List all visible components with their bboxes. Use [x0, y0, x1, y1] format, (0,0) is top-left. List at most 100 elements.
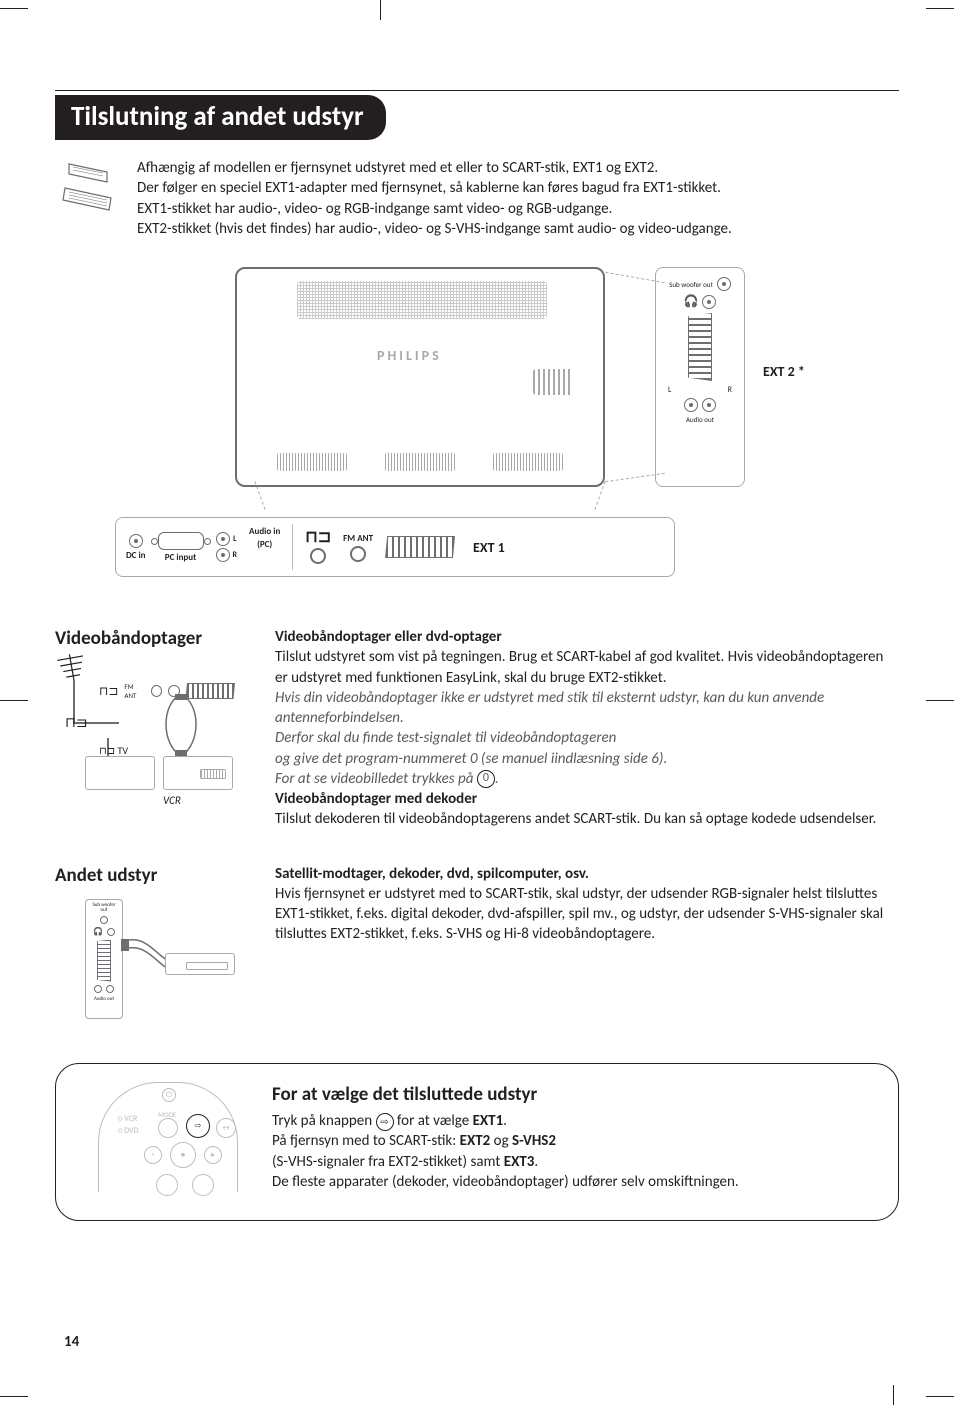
audio-out-label: Audio out	[662, 415, 738, 424]
jack-icon	[702, 398, 716, 412]
crop-mark	[0, 1396, 28, 1397]
callout-line: På fjernsyn med to SCART-stik: EXT2 og S…	[272, 1131, 876, 1151]
fm-antenna-port: FM ANT	[343, 533, 373, 562]
ext2-label: EXT 2 *	[763, 363, 805, 380]
tv-box-icon	[85, 756, 155, 790]
antenna-plug-icon: ⊓⊐	[65, 714, 88, 731]
source-button-icon: ⇨	[186, 1114, 210, 1138]
audio-label: Audio out	[89, 996, 119, 1002]
remote-button-icon: ↔	[216, 1118, 236, 1138]
pc-input-port: PC input	[158, 532, 204, 563]
vcr-led-label: ○ VCR	[118, 1114, 137, 1124]
antenna-icon	[54, 646, 91, 693]
page-number: 14	[64, 1333, 79, 1351]
italic-note: Hvis din videobåndoptager ikke er udstyr…	[275, 688, 899, 729]
title-bar: Tilslutning af andet udstyr	[55, 90, 899, 140]
tv-ant-icon: ⊓⊐	[99, 684, 118, 699]
scart-cable-icon	[151, 694, 211, 758]
intro-line: EXT2-stikket (hvis det findes) har audio…	[137, 219, 732, 239]
scart-adapter-icon	[55, 158, 119, 239]
source-button-glyph: ⇨	[376, 1113, 394, 1131]
fm-ant-label: FM ANT	[124, 682, 145, 700]
jack-icon	[94, 985, 102, 993]
coax-icon	[350, 546, 366, 562]
crop-mark	[926, 700, 954, 701]
r-label: R	[233, 550, 238, 560]
other-equipment-section: Andet udstyr Sub woofer out 🎧 Audio out …	[55, 864, 899, 1029]
tv-antenna-icon: ⊓⊐	[305, 530, 331, 546]
callout-line: Tryk på knappen ⇨ for at vælge EXT1.	[272, 1111, 876, 1131]
remote-button-icon: ◦	[144, 1146, 162, 1164]
intro-line: EXT1-stikket har audio-, video- og RGB-i…	[137, 199, 732, 219]
remote-button-icon: ▸	[204, 1146, 222, 1164]
speaker-grille-icon	[297, 281, 547, 319]
vcr-wiring-diagram: ⊓⊐ FM ANT ⊓⊐ ⊓⊐ TV VCR	[55, 662, 235, 812]
l-label: L	[233, 534, 236, 544]
dc-in-port: DC in	[126, 534, 146, 561]
vcr-box-icon	[163, 756, 233, 790]
coax-icon	[310, 548, 326, 564]
crop-mark	[893, 1385, 894, 1405]
jack-icon	[107, 928, 115, 936]
remote-button-icon	[192, 1174, 214, 1196]
mode-button-icon	[158, 1118, 178, 1138]
dvd-led-label: ○ DVD	[118, 1126, 139, 1136]
pc-input-label: PC input	[165, 552, 196, 563]
ext1-label: EXT 1	[473, 539, 505, 556]
zero-button-icon: 0	[477, 770, 495, 788]
italic-note: Derfor skal du finde test-signalet til v…	[275, 728, 899, 748]
crop-mark	[926, 8, 954, 9]
body-text: Hvis fjernsynet er udstyret med to SCART…	[275, 884, 899, 945]
tv-body: PHILIPS	[235, 267, 605, 487]
jack-icon	[717, 277, 731, 291]
vcr-decoder-heading: Videobåndoptager med dekoder	[275, 789, 899, 809]
vcr-text: Videobåndoptager eller dvd-optager Tilsl…	[275, 627, 899, 830]
l-label: L	[668, 385, 671, 395]
remote-button-icon: ●	[170, 1142, 196, 1168]
tv-antenna-port: ⊓⊐	[305, 530, 331, 564]
callout-text: For at vælge det tilsluttede udstyr Tryk…	[272, 1082, 876, 1193]
power-button-icon: ⏻	[162, 1088, 176, 1102]
callout-italic: De fleste apparater (dekoder, videobåndo…	[272, 1172, 876, 1192]
r-label: R	[728, 385, 732, 395]
jack-icon	[684, 398, 698, 412]
audio-in-labels: Audio in (PC)	[249, 526, 280, 550]
headphone-icon: 🎧	[684, 294, 699, 309]
tv-rear-diagram: PHILIPS Sub woofer out 🎧 LR Audio out EX…	[115, 267, 899, 587]
remote-control-diagram: ⏻ ○ VCR ○ DVD MODE ⇨ ↔ ◦ ● ▸	[78, 1082, 248, 1202]
dvd-box-icon	[165, 953, 235, 975]
mini-side-panel: Sub woofer out 🎧 Audio out	[85, 899, 123, 1019]
vcr-section: Videobåndoptager ⊓⊐ FM ANT ⊓⊐ ⊓⊐ TV	[55, 627, 899, 830]
jack-icon	[100, 916, 108, 924]
scart-icon	[97, 940, 111, 982]
other-wiring-diagram: Sub woofer out 🎧 Audio out	[55, 899, 235, 1029]
jack-icon	[216, 532, 230, 546]
other-heading: Andet udstyr	[55, 864, 255, 887]
vcr-caption: VCR	[163, 794, 181, 807]
vcr-heading: Videobåndoptager	[55, 627, 255, 650]
control-panel-icon	[533, 369, 573, 395]
body-text: Tilslut udstyret som vist på tegningen. …	[275, 647, 899, 688]
bottom-grilles	[277, 453, 563, 471]
other-sub-heading: Satellit-modtager, dekoder, dvd, spilcom…	[275, 864, 899, 884]
page-title: Tilslutning af andet udstyr	[55, 95, 386, 140]
remote-button-icon	[156, 1174, 178, 1196]
intro-line: Afhængig af modellen er fjernsynet udsty…	[137, 158, 732, 178]
jack-icon	[216, 548, 230, 562]
audio-in-port: L R	[216, 532, 238, 562]
select-equipment-callout: ⏻ ○ VCR ○ DVD MODE ⇨ ↔ ◦ ● ▸ For at vælg…	[55, 1063, 899, 1221]
side-connector-panel: Sub woofer out 🎧 LR Audio out	[655, 267, 745, 487]
audio-in-label: Audio in	[249, 526, 280, 537]
scart-vertical-icon	[688, 313, 712, 381]
intro-line: Der følger en speciel EXT1-adapter med f…	[137, 178, 732, 198]
fm-ant-label: FM ANT	[343, 533, 373, 544]
scart-horizontal-icon	[385, 536, 455, 558]
vga-icon	[158, 532, 204, 550]
dc-in-label: DC in	[126, 550, 146, 561]
bottom-connector-panel: DC in PC input L R Audio in (PC) ⊓⊐ FM A…	[115, 517, 675, 577]
crop-mark	[0, 700, 28, 701]
jack-icon	[702, 295, 716, 309]
tv-brand-label: PHILIPS	[377, 347, 442, 364]
callout-line: (S-VHS-signaler fra EXT2-stikket) samt E…	[272, 1152, 876, 1172]
callout-heading: For at vælge det tilsluttede udstyr	[272, 1082, 876, 1108]
